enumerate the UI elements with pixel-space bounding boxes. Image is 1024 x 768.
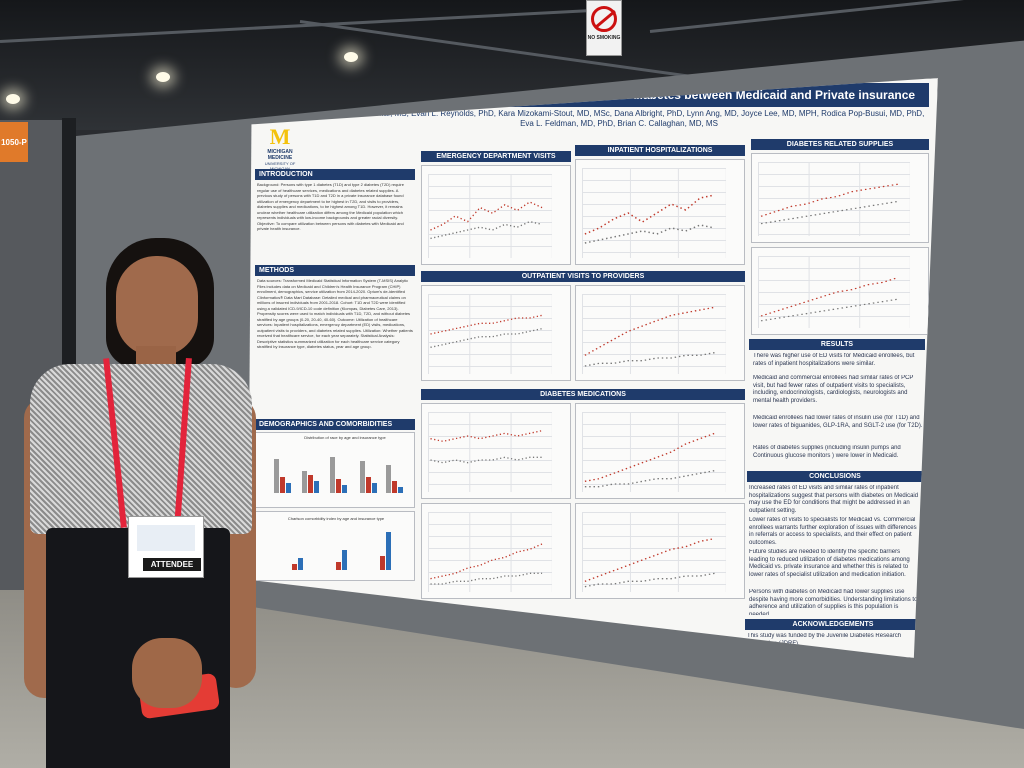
conclusions-header: CONCLUSIONS — [747, 471, 923, 482]
outpatient-header: OUTPATIENT VISITS TO PROVIDERS — [421, 271, 745, 282]
charlson-bar — [298, 558, 303, 570]
introduction-text: Background: Persons with type 1 diabetes… — [257, 182, 404, 231]
charlson-bars — [268, 526, 408, 570]
patterned-top — [30, 364, 252, 534]
inpatient-chart — [575, 159, 745, 265]
medications-chart-3 — [421, 503, 571, 599]
no-smoking-sign: NO SMOKING — [586, 0, 622, 56]
name-badge: ATTENDEE — [128, 516, 204, 578]
race-bar — [372, 483, 377, 493]
conclusions-list: Increased rates of ED visits and similar… — [749, 485, 921, 615]
result-item: There was higher use of ED visits for Me… — [753, 353, 915, 367]
hands — [132, 638, 202, 708]
supplies-chart-1 — [751, 153, 929, 243]
booth-number: 1050-P — [0, 122, 28, 162]
research-poster: Comparing healthcare utilization among p… — [248, 78, 938, 658]
race-bar — [398, 487, 403, 493]
ed-visits-chart — [421, 165, 571, 265]
race-chart-title: Distribution of race by age and insuranc… — [304, 435, 386, 440]
ceiling-truss — [649, 0, 1024, 33]
conclusion-item: Lower rates of visits to specialists for… — [749, 517, 917, 546]
race-bar — [314, 481, 319, 493]
face — [116, 256, 198, 356]
charlson-index-chart: Charlson comorbidity index by age and in… — [255, 511, 415, 581]
university-logo: M MICHIGAN MEDICINE UNIVERSITY OF MICHIG… — [255, 124, 305, 172]
medications-chart-2 — [575, 403, 745, 499]
race-bar — [274, 459, 279, 493]
logo-letter: M — [269, 124, 291, 149]
charlson-bar — [380, 556, 385, 570]
introduction-header: INTRODUCTION — [255, 169, 415, 180]
methods-header: METHODS — [255, 265, 415, 276]
race-bars — [268, 447, 408, 493]
charlson-bar — [342, 550, 347, 570]
conclusion-item: Future studies are needed to identify th… — [749, 549, 910, 578]
logo-line-1: MICHIGAN MEDICINE — [267, 149, 293, 161]
race-distribution-chart: Distribution of race by age and insuranc… — [255, 432, 415, 508]
ceiling-light — [156, 72, 170, 82]
methods-text: Data sources: Transformed Medicaid Stati… — [257, 278, 413, 349]
medications-chart-4 — [575, 503, 745, 599]
race-bar — [286, 483, 291, 493]
charlson-bar — [336, 562, 341, 570]
result-item: Medicaid enrollees had lower rates of in… — [753, 415, 923, 429]
result-item: Rates of diabetes supplies (including in… — [753, 445, 901, 459]
no-smoking-icon — [591, 6, 617, 32]
acknowledgements-header: ACKNOWLEDGEMENTS — [745, 619, 921, 630]
ceiling-light — [6, 94, 20, 104]
race-bar — [360, 461, 365, 493]
charlson-bar — [386, 532, 391, 570]
badge-label: ATTENDEE — [143, 558, 201, 571]
poster-authors: Lavanya Muthukumar, MS, Evan L. Reynolds… — [313, 109, 925, 128]
race-bar — [308, 475, 313, 493]
conclusion-item: Increased rates of ED visits and similar… — [749, 485, 919, 514]
race-bar — [342, 485, 347, 493]
outpatient-chart-1 — [421, 285, 571, 381]
charlson-chart-title: Charlson comorbidity index by age and in… — [287, 516, 385, 521]
ceiling-truss — [299, 20, 697, 79]
race-bar — [386, 465, 391, 493]
presenter-person: ATTENDEE — [20, 238, 260, 768]
medications-header: DIABETES MEDICATIONS — [421, 389, 745, 400]
race-bar — [330, 457, 335, 493]
supplies-chart-2 — [751, 247, 929, 335]
supplies-header: DIABETES RELATED SUPPLIES — [751, 139, 929, 150]
logo-line-2: UNIVERSITY OF MICHIGAN — [264, 161, 296, 171]
result-item: Medicaid and commercial enrollees had si… — [753, 375, 914, 404]
results-header: RESULTS — [749, 339, 925, 350]
ceiling-light — [344, 52, 358, 62]
ed-visits-header: EMERGENCY DEPARTMENT VISITS — [421, 151, 571, 162]
conclusion-item: Persons with diabetes on Medicaid had lo… — [749, 589, 918, 615]
race-bar — [336, 479, 341, 493]
race-bar — [302, 471, 307, 493]
badge-card — [137, 525, 195, 551]
race-bar — [366, 477, 371, 493]
charlson-bar — [292, 564, 297, 570]
medications-chart-1 — [421, 403, 571, 499]
race-bar — [392, 481, 397, 493]
sign-text: NO SMOKING — [587, 35, 621, 41]
inpatient-header: INPATIENT HOSPITALIZATIONS — [575, 145, 745, 156]
outpatient-chart-2 — [575, 285, 745, 381]
results-list: There was higher use of ED visits for Me… — [753, 353, 923, 469]
ceiling-truss — [0, 8, 600, 43]
demographics-header: DEMOGRAPHICS AND COMORBIDITIES — [255, 419, 415, 430]
race-bar — [280, 477, 285, 493]
